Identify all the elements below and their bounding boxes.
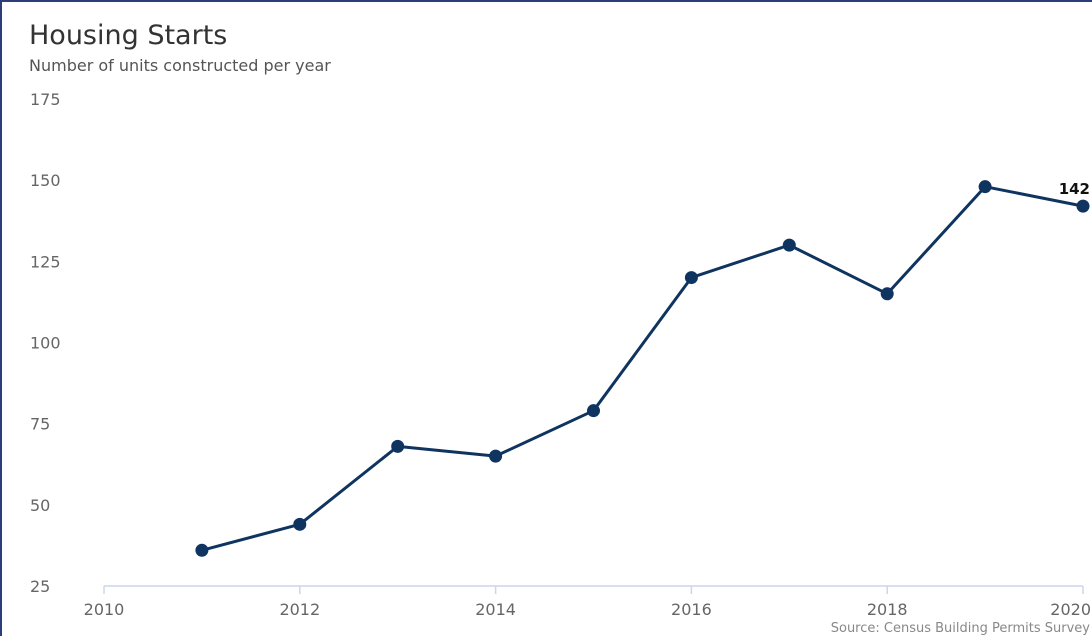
data-point[interactable] <box>684 271 698 285</box>
x-axis: 2010 2012 2014 2016 2018 2020 <box>84 585 1091 619</box>
data-point[interactable] <box>978 180 992 194</box>
x-tick-label: 2014 <box>475 600 516 619</box>
x-tick-label: 2020 <box>1050 600 1091 619</box>
data-point[interactable] <box>489 449 503 463</box>
data-point[interactable] <box>782 238 796 252</box>
y-tick-label: 25 <box>30 577 50 596</box>
chart-subtitle: Number of units constructed per year <box>29 56 331 75</box>
x-tick-label: 2016 <box>671 600 712 619</box>
chart-title: Housing Starts <box>29 20 228 51</box>
data-point[interactable] <box>293 517 307 531</box>
y-tick-label: 50 <box>30 496 50 515</box>
chart-source: Source: Census Building Permits Survey <box>830 621 1090 636</box>
y-tick-label: 75 <box>30 415 50 434</box>
data-point[interactable] <box>1076 199 1090 213</box>
series-line <box>200 185 1085 552</box>
x-tick-label: 2018 <box>867 600 908 619</box>
data-point[interactable] <box>195 543 209 557</box>
data-point[interactable] <box>880 287 894 301</box>
x-tick-label: 2010 <box>84 600 125 619</box>
y-tick-label: 100 <box>30 334 61 353</box>
y-tick-label: 175 <box>30 90 61 109</box>
series-group: 142 <box>195 180 1090 557</box>
data-point[interactable] <box>587 404 600 418</box>
end-value-label: 142 <box>1059 180 1090 198</box>
y-tick-label: 150 <box>30 171 61 190</box>
y-axis: 175 150 125 100 75 50 25 <box>30 90 61 596</box>
data-point[interactable] <box>391 439 405 453</box>
y-tick-label: 125 <box>30 252 61 271</box>
x-tick-label: 2012 <box>279 600 320 619</box>
